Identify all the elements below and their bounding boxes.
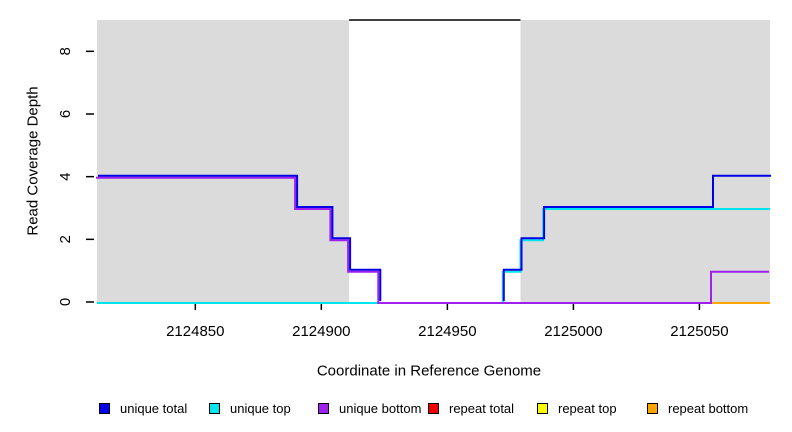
x-tick-label: 2124900 (292, 323, 350, 340)
coverage-plot: 2124850 2124900 2124950 2125000 2125050 0 2 4 6 8 (57, 19, 771, 340)
y-tick-label: 4 (57, 172, 74, 180)
x-axis-title: Coordinate in Reference Genome (316, 362, 542, 380)
y-tick-label: 0 (57, 298, 74, 306)
x-tick-label: 2124950 (418, 323, 476, 340)
legend-swatch-unique-total (99, 403, 110, 414)
shaded-region-covered-left (97, 20, 350, 302)
legend-label-repeat-bottom: repeat bottom (668, 401, 749, 416)
x-tick-label: 2124850 (166, 323, 224, 340)
legend-swatch-unique-top (209, 403, 220, 414)
y-tick-label: 8 (57, 47, 74, 55)
x-tick-label: 2125050 (670, 323, 728, 340)
series-line-unique-total (98, 174, 382, 301)
legend-label-repeat-top: repeat top (558, 401, 617, 416)
legend-label-unique-bottom: unique bottom (339, 401, 422, 416)
y-tick-label: 2 (57, 235, 74, 243)
legend-swatch-repeat-top (537, 403, 548, 414)
legend-label-unique-top: unique top (230, 401, 291, 416)
legend-swatch-unique-bottom (318, 403, 329, 414)
series-line-unique-bottom (96, 176, 769, 304)
legend-swatch-repeat-bottom (647, 403, 658, 414)
legend-label-repeat-total: repeat total (449, 401, 515, 416)
legend-label-unique-total: unique total (120, 401, 188, 416)
y-axis-title: Read Coverage Depth (24, 86, 42, 236)
series-line-unique-total (502, 174, 771, 301)
shaded-region-covered-right (520, 20, 770, 302)
legend-swatch-repeat-total (428, 403, 439, 414)
x-tick-label: 2125000 (544, 323, 602, 340)
y-tick-label: 6 (57, 110, 74, 118)
